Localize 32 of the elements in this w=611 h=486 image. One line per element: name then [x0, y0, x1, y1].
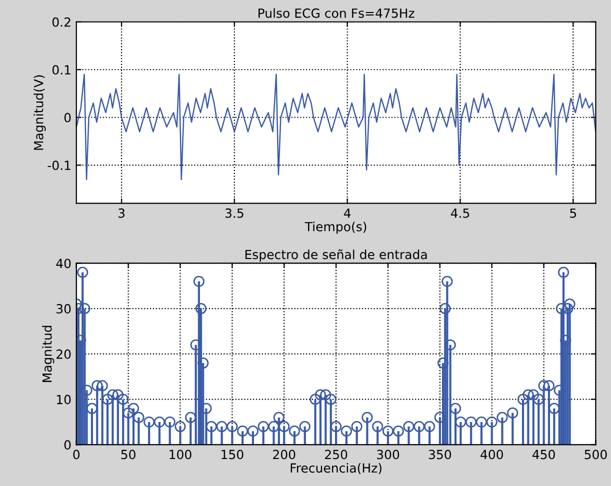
chart-title: Espectro de señal de entrada — [245, 249, 427, 262]
y-tick-label: 0.2 — [52, 17, 70, 27]
x-tick-label: 100 — [170, 450, 192, 460]
y-tick-label: 0 — [64, 112, 71, 122]
x-axis-title: Frecuencia(Hz) — [290, 463, 382, 474]
x-tick-label: 4 — [344, 208, 351, 218]
x-tick-label: 3 — [118, 208, 125, 218]
x-tick-label: 0 — [73, 450, 80, 460]
x-tick-label: 400 — [480, 450, 503, 460]
x-tick-label: 5 — [570, 208, 576, 218]
x-tick-label: 300 — [377, 450, 400, 460]
x-tick-label: 500 — [584, 450, 607, 460]
y-tick-label: 40 — [56, 258, 71, 268]
x-tick-label: 3.5 — [225, 208, 244, 218]
y-tick-label: 0 — [64, 440, 71, 450]
x-tick-label: 200 — [273, 450, 296, 460]
chart-title: Pulso ECG con Fs=475Hz — [258, 8, 414, 18]
y-tick-label: 0.1 — [52, 65, 70, 75]
y-tick-label: -0.1 — [48, 160, 70, 170]
y-axis-title: Magnitud — [42, 326, 54, 382]
x-tick-label: 50 — [121, 450, 136, 460]
x-tick-label: 150 — [222, 450, 244, 460]
y-tick-label: 30 — [56, 304, 71, 314]
x-tick-label: 350 — [428, 450, 452, 460]
x-axis-title: Tiempo(s) — [304, 222, 366, 234]
y-tick-label: 10 — [56, 394, 71, 404]
x-tick-label: 4.5 — [450, 208, 470, 218]
line-series — [76, 74, 596, 180]
y-axis-title: Magnitud(V) — [34, 75, 46, 150]
x-tick-label: 450 — [532, 450, 555, 460]
y-tick-label: 20 — [56, 349, 71, 359]
x-tick-label: 250 — [325, 450, 348, 460]
